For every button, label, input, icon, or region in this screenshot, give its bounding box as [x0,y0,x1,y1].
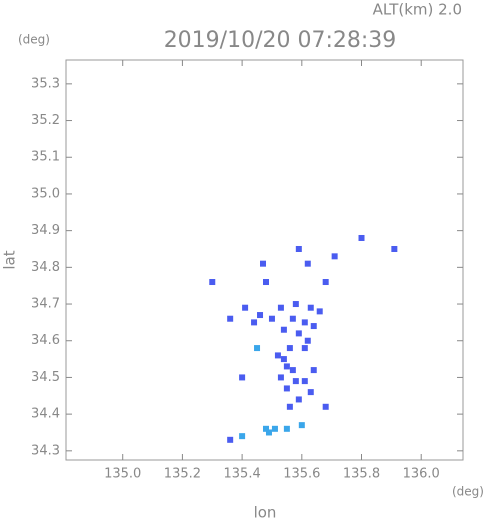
echo [307,389,314,396]
x-tick-label: 135.2 [164,467,201,482]
echo [358,234,365,241]
echo [331,253,338,260]
y-tick-label: 34.3 [31,443,60,458]
echo [239,374,246,381]
echo [295,396,302,403]
echo [301,319,308,326]
echo [265,429,272,436]
echo [277,374,284,381]
echo [292,301,299,308]
echo [286,345,293,352]
y-tick-label: 34.7 [31,297,60,312]
chart-title: 2019/10/20 07:28:39 [164,28,397,53]
echo [322,403,329,410]
echo [257,312,264,319]
echo [322,279,329,286]
x-tick-label: 135.4 [224,467,261,482]
echo [268,315,275,322]
echo [280,326,287,333]
altitude: ALT(km) 2.0 [373,1,462,19]
plot-frame [65,59,464,461]
echo [286,403,293,410]
echo [304,260,311,267]
echo [209,279,216,286]
x-tick-label: 135.6 [283,467,320,482]
x-unit: (deg) [452,485,484,499]
y-tick-label: 34.4 [31,407,60,422]
echo [298,422,305,429]
y-tick-label: 34.9 [31,223,60,238]
echo [301,378,308,385]
echo [254,345,261,352]
y-unit: (deg) [18,33,50,47]
echo [242,304,249,311]
y-axis-label: lat [1,250,19,269]
echo [239,433,246,440]
echo [316,308,323,315]
y-tick-label: 35.1 [31,150,60,165]
echo [295,245,302,252]
echo [271,425,278,432]
y-tick-label: 35.3 [31,76,60,91]
echo [227,315,234,322]
echo [304,337,311,344]
echo [289,315,296,322]
echo [251,319,258,326]
echo [295,330,302,337]
y-tick-label: 34.8 [31,260,60,275]
y-tick-label: 34.5 [31,370,60,385]
y-tick-label: 35.2 [31,113,60,128]
echo [283,363,290,370]
echo [262,425,269,432]
echo [310,367,317,374]
echo [227,436,234,443]
echo [283,425,290,432]
echo [262,279,269,286]
x-tick-label: 135.8 [343,467,380,482]
echo [301,345,308,352]
echo [391,245,398,252]
x-axis-label: lon [254,504,277,522]
echo [277,304,284,311]
x-tick-label: 136.0 [403,467,440,482]
x-tick-label: 135.0 [104,467,141,482]
echo [310,323,317,330]
y-tick-label: 35.0 [31,186,60,201]
echo [307,304,314,311]
y-tick-label: 34.6 [31,333,60,348]
echo [260,260,267,267]
echo [280,356,287,363]
echo [274,352,281,359]
echo [289,367,296,374]
echo [283,385,290,392]
echo [292,378,299,385]
